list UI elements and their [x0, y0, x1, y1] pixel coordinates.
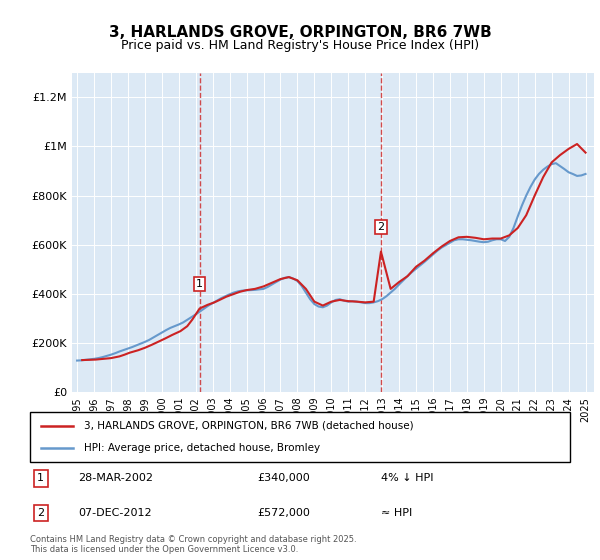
Text: 28-MAR-2002: 28-MAR-2002 [79, 473, 154, 483]
Text: ≈ HPI: ≈ HPI [381, 508, 412, 518]
Text: 1: 1 [37, 473, 44, 483]
Text: 2: 2 [37, 508, 44, 518]
Text: HPI: Average price, detached house, Bromley: HPI: Average price, detached house, Brom… [84, 443, 320, 453]
Text: 3, HARLANDS GROVE, ORPINGTON, BR6 7WB: 3, HARLANDS GROVE, ORPINGTON, BR6 7WB [109, 25, 491, 40]
Text: 1: 1 [196, 279, 203, 289]
Text: 3, HARLANDS GROVE, ORPINGTON, BR6 7WB (detached house): 3, HARLANDS GROVE, ORPINGTON, BR6 7WB (d… [84, 421, 413, 431]
Text: £340,000: £340,000 [257, 473, 310, 483]
Text: £572,000: £572,000 [257, 508, 310, 518]
Text: 4% ↓ HPI: 4% ↓ HPI [381, 473, 433, 483]
Text: 2: 2 [377, 222, 385, 232]
Text: 07-DEC-2012: 07-DEC-2012 [79, 508, 152, 518]
Text: Contains HM Land Registry data © Crown copyright and database right 2025.
This d: Contains HM Land Registry data © Crown c… [30, 535, 356, 554]
FancyBboxPatch shape [30, 412, 570, 462]
Text: Price paid vs. HM Land Registry's House Price Index (HPI): Price paid vs. HM Land Registry's House … [121, 39, 479, 52]
